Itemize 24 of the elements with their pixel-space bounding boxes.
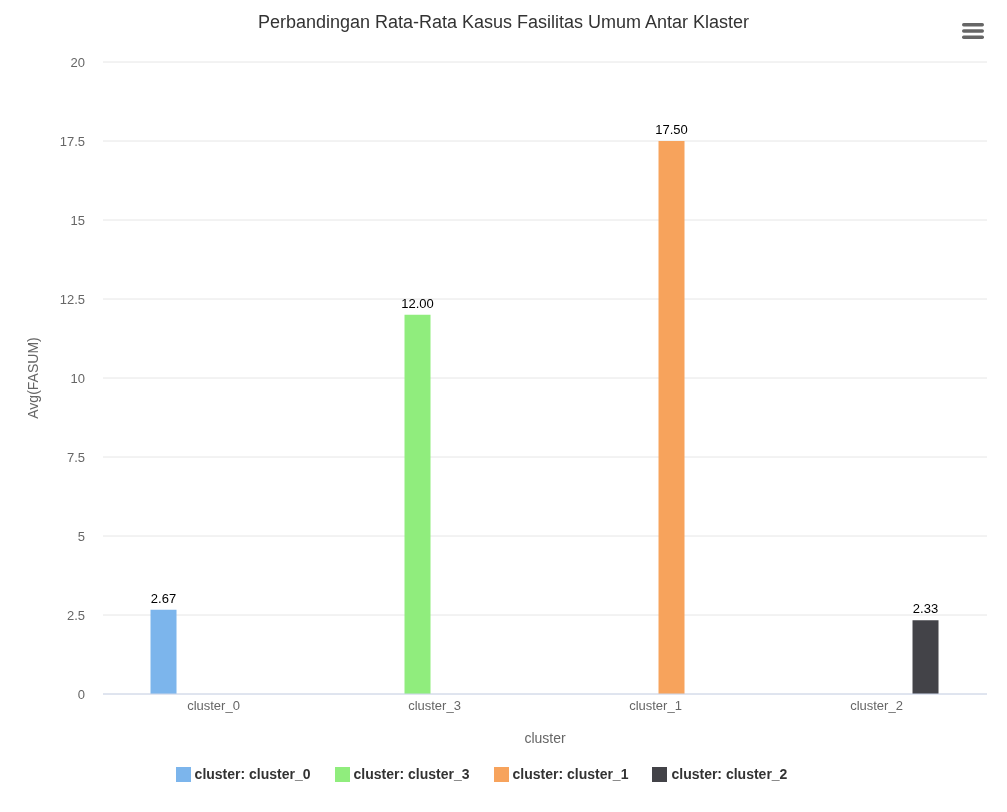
legend-label: cluster: cluster_1 [512, 766, 629, 782]
chart-title: Perbandingan Rata-Rata Kasus Fasilitas Umum Antar Klaster [256, 12, 751, 33]
y-tick-label: 10 [70, 370, 85, 386]
data-label: 2.67 [150, 590, 177, 606]
y-tick-label: 7.5 [66, 449, 85, 465]
data-label: 2.33 [912, 601, 939, 617]
y-tick-label: 5 [77, 528, 85, 544]
x-tick-label: cluster_2 [850, 698, 903, 714]
y-tick-label: 17.5 [59, 133, 85, 149]
legend-label: cluster: cluster_0 [194, 766, 311, 782]
legend-label: cluster: cluster_2 [671, 766, 788, 782]
y-tick-label: 20 [70, 54, 85, 70]
legend-label: cluster: cluster_3 [353, 766, 470, 782]
x-tick-label: cluster_0 [187, 698, 240, 714]
y-tick-label: 2.5 [66, 607, 85, 623]
y-tick-label: 12.5 [59, 291, 85, 307]
y-axis-title: Avg(FASUM) [25, 337, 41, 419]
y-tick-label: 0 [77, 686, 85, 702]
data-label: 17.50 [655, 122, 688, 137]
x-tick-label: cluster_3 [408, 698, 461, 714]
y-tick-label: 15 [70, 212, 85, 228]
data-label: 12.00 [401, 295, 434, 311]
x-axis-title: cluster [524, 730, 566, 746]
x-tick-label: cluster_1 [629, 698, 682, 714]
